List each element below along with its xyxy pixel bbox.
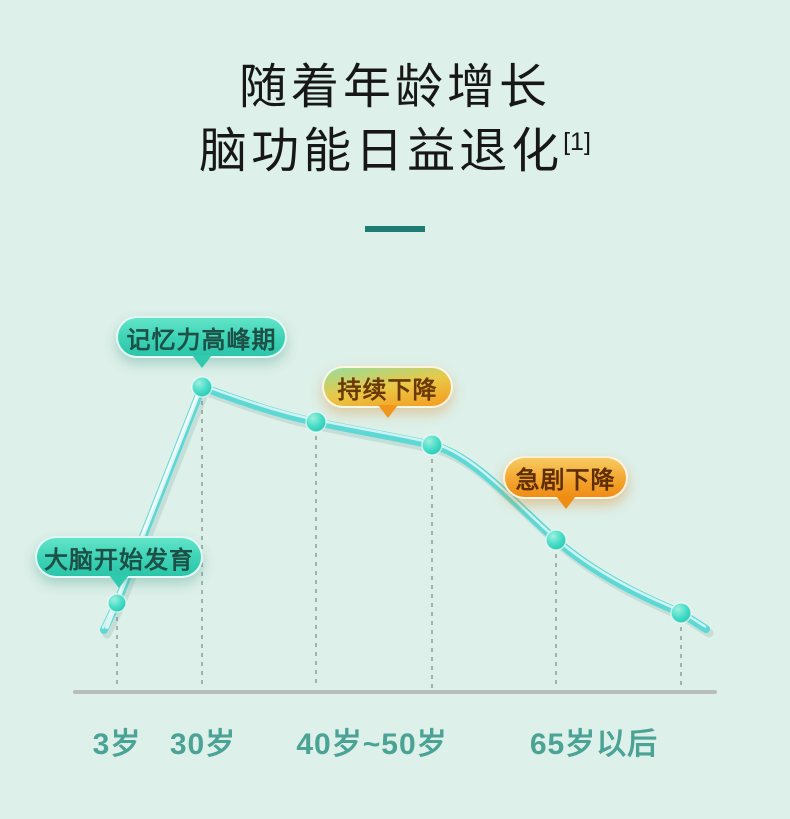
data-point-50sui bbox=[421, 434, 443, 456]
page-title: 随着年龄增长 脑功能日益退化[1] bbox=[0, 56, 790, 191]
annotation-tail bbox=[191, 355, 212, 368]
annotation-continuous-decline: 持续下降 bbox=[322, 366, 453, 418]
title-line-2-text: 脑功能日益退化 bbox=[199, 125, 564, 178]
annotation-memory-peak-label: 记忆力高峰期 bbox=[126, 326, 277, 354]
annotation-sharp-decline: 急剧下降 bbox=[503, 456, 628, 509]
data-point-65plus bbox=[670, 602, 692, 624]
annotation-tail bbox=[377, 405, 398, 418]
annotation-brain-develop-label: 大脑开始发育 bbox=[44, 546, 194, 574]
title-divider bbox=[365, 226, 425, 232]
annotation-sharp-decline-label: 急剧下降 bbox=[515, 467, 616, 494]
title-line-1: 随着年龄增长 bbox=[238, 61, 551, 114]
x-axis-label-3sui: 3岁 bbox=[92, 728, 142, 761]
data-point-65sui bbox=[545, 529, 567, 551]
title-line-2: 脑功能日益退化[1] bbox=[0, 120, 790, 191]
data-point-30sui bbox=[191, 376, 213, 398]
annotation-memory-peak: 记忆力高峰期 bbox=[116, 316, 287, 368]
annotation-continuous-decline-label: 持续下降 bbox=[337, 376, 438, 404]
annotation-tail bbox=[109, 575, 129, 588]
data-point-3sui bbox=[107, 593, 127, 613]
annotation-tail bbox=[555, 496, 576, 509]
annotation-brain-develop: 大脑开始发育 bbox=[35, 536, 203, 588]
data-points bbox=[107, 376, 692, 624]
footnote-marker: [1] bbox=[563, 128, 591, 156]
line-series-shadow bbox=[102, 386, 714, 639]
data-point-40sui bbox=[305, 411, 327, 433]
guide-lines bbox=[116, 401, 682, 688]
x-axis-label-65plus: 65岁以后 bbox=[529, 728, 659, 761]
x-axis-label-40-50: 40岁~50岁 bbox=[296, 728, 448, 761]
x-axis-label-30sui: 30岁 bbox=[169, 728, 237, 761]
